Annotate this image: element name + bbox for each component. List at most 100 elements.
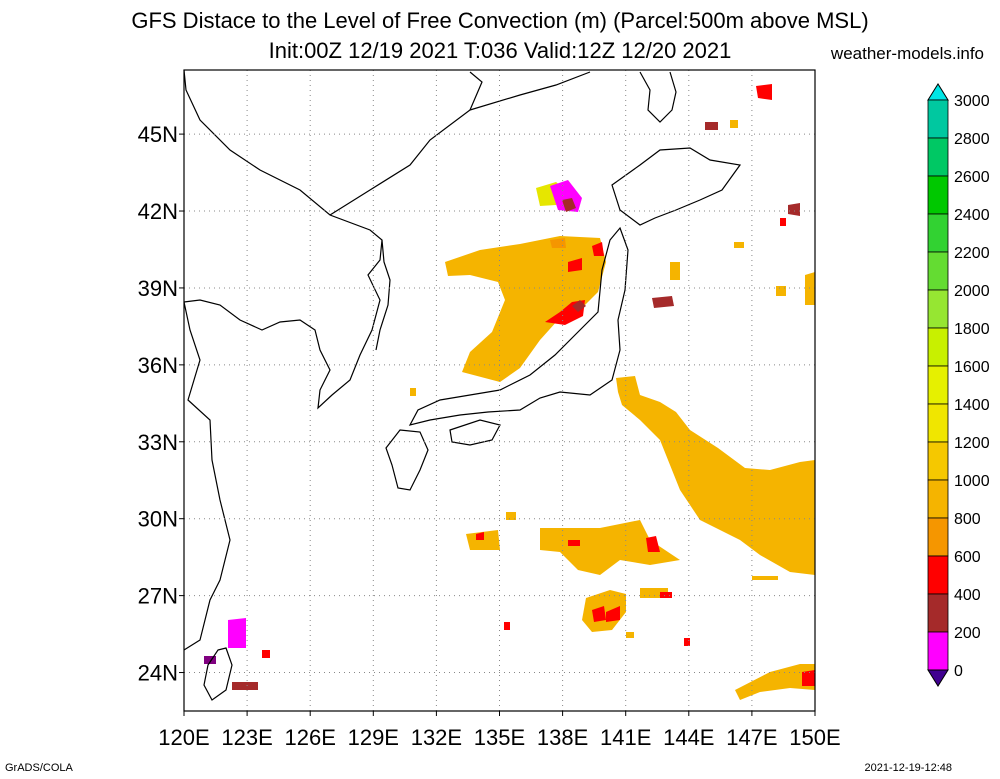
- coastline: [449, 419, 501, 446]
- lfc-patch: [410, 388, 416, 396]
- lfc-patch: [568, 258, 582, 272]
- lon-tick-label: 150E: [789, 725, 840, 750]
- lfc-patch: [684, 638, 690, 646]
- site-credit: weather-models.info: [830, 44, 984, 63]
- lfc-patch: [228, 618, 246, 648]
- lfc-patch: [568, 540, 580, 546]
- coastline: [183, 301, 231, 651]
- coastline: [385, 429, 429, 491]
- lfc-patch: [756, 84, 772, 100]
- colorbar-label: 1600: [954, 359, 990, 376]
- colorbar-bin: [927, 289, 949, 329]
- lat-tick-label: 45N: [138, 122, 178, 147]
- lfc-patch: [788, 203, 800, 216]
- map-title: GFS Distace to the Level of Free Convect…: [131, 8, 869, 33]
- lon-tick-label: 123E: [221, 725, 272, 750]
- colorbar-label: 1000: [954, 473, 990, 490]
- lon-tick-label: 141E: [600, 725, 651, 750]
- map-subtitle: Init:00Z 12/19 2021 T:036 Valid:12Z 12/2…: [268, 38, 732, 63]
- colorbar-bin: [927, 403, 949, 443]
- lfc-patch: [734, 242, 744, 248]
- colorbar-arrow-bottom: [927, 669, 949, 687]
- colorbar-bin: [927, 137, 949, 177]
- colorbar-label: 2600: [954, 169, 990, 186]
- colorbar-bin: [927, 327, 949, 367]
- lon-tick-label: 144E: [663, 725, 714, 750]
- lfc-patch: [476, 532, 484, 540]
- colorbar-bin: [927, 441, 949, 481]
- lfc-patch: [262, 650, 270, 658]
- colorbar-label: 3000: [954, 93, 990, 110]
- colorbar-label: 1200: [954, 435, 990, 452]
- colorbar-bin: [927, 251, 949, 291]
- lfc-patch: [652, 296, 674, 308]
- lat-tick-label: 33N: [138, 430, 178, 455]
- colorbar-label: 1400: [954, 397, 990, 414]
- colorbar-bin: [927, 593, 949, 633]
- colorbar-bin: [927, 517, 949, 557]
- lfc-patch: [660, 592, 672, 598]
- lon-tick-label: 135E: [474, 725, 525, 750]
- colorbar-bin: [927, 213, 949, 253]
- colorbar-label: 0: [954, 663, 963, 680]
- colorbar-bin: [927, 479, 949, 519]
- lat-tick-label: 30N: [138, 507, 178, 532]
- lon-tick-label: 126E: [285, 725, 336, 750]
- lat-tick-label: 24N: [138, 661, 178, 686]
- coastline: [408, 226, 629, 426]
- colorbar-bin: [927, 631, 949, 671]
- colorbar-label: 200: [954, 625, 981, 642]
- footer-timestamp: 2021-12-19-12:48: [864, 762, 952, 774]
- lfc-patch: [616, 376, 815, 575]
- lfc-patch: [445, 236, 606, 382]
- coastline: [183, 69, 383, 410]
- colorbar-label: 1800: [954, 321, 990, 338]
- colorbar-bin: [927, 99, 949, 139]
- colorbar-label: 2800: [954, 131, 990, 148]
- grid-layer: [184, 70, 815, 711]
- lfc-patch: [550, 238, 566, 248]
- lat-tick-label: 42N: [138, 199, 178, 224]
- lon-tick-label: 132E: [411, 725, 462, 750]
- lfc-patch: [562, 198, 576, 212]
- coastline: [203, 647, 233, 701]
- coastline: [329, 71, 483, 216]
- coastline: [469, 71, 591, 111]
- colorbar-arrow-top: [927, 83, 949, 101]
- lfc-patch: [626, 632, 634, 638]
- footer-credit: GrADS/COLA: [5, 762, 73, 774]
- axis-tick-layer: 120E 123E 126E 129E 132E 135E 138E 141E 144E 147E…: [138, 122, 841, 750]
- colorbar-label: 2400: [954, 207, 990, 224]
- colorbar-label: 2200: [954, 245, 990, 262]
- lfc-patch: [646, 536, 660, 552]
- lfc-field-layer: [204, 84, 815, 700]
- lfc-patch: [592, 242, 604, 256]
- lfc-patch: [730, 120, 738, 128]
- lfc-patch: [572, 300, 586, 312]
- colorbar-label: 800: [954, 511, 981, 528]
- coastline: [375, 239, 391, 351]
- colorbar-label: 600: [954, 549, 981, 566]
- lfc-patch: [802, 670, 815, 686]
- lfc-patch: [606, 606, 620, 622]
- lfc-patch: [592, 606, 606, 622]
- lon-tick-label: 147E: [726, 725, 777, 750]
- lon-tick-label: 129E: [348, 725, 399, 750]
- lat-tick-label: 36N: [138, 353, 178, 378]
- lfc-patch: [670, 262, 680, 280]
- colorbar-bin: [927, 365, 949, 405]
- coastline-layer: [183, 69, 742, 701]
- colorbar-bin: [927, 555, 949, 595]
- colorbar-bin: [927, 175, 949, 215]
- lfc-patch: [776, 286, 786, 296]
- lfc-patch: [780, 218, 786, 226]
- colorbar-label: 400: [954, 587, 981, 604]
- lfc-patch: [705, 122, 718, 130]
- lon-tick-label: 120E: [158, 725, 209, 750]
- lfc-patch: [540, 520, 680, 575]
- lfc-patch: [752, 576, 778, 580]
- lfc-patch: [232, 682, 258, 690]
- lat-tick-label: 27N: [138, 584, 178, 609]
- colorbar: 3000280026002400220020001800160014001200…: [927, 83, 990, 687]
